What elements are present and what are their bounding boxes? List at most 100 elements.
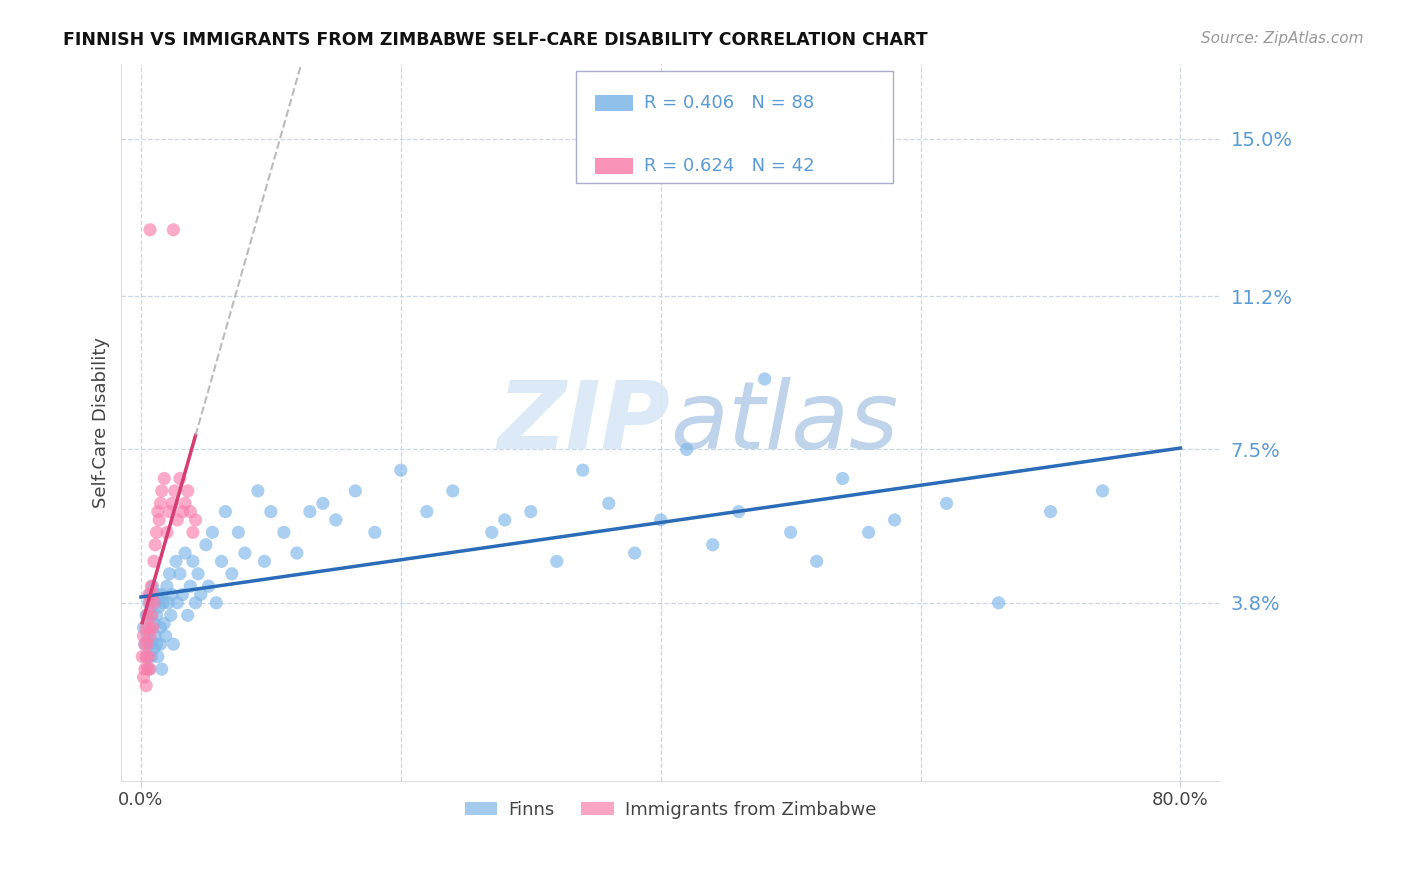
Point	[935, 496, 957, 510]
Point	[177, 483, 200, 498]
Point	[146, 587, 169, 601]
Point	[162, 637, 184, 651]
Point	[754, 372, 776, 386]
Point	[389, 463, 412, 477]
Point	[598, 496, 620, 510]
Point	[157, 596, 180, 610]
Point	[135, 608, 157, 623]
Point	[253, 554, 276, 568]
Point	[139, 662, 162, 676]
Point	[145, 637, 167, 651]
Point	[181, 554, 204, 568]
Point	[160, 587, 183, 601]
Point	[174, 496, 197, 510]
Point	[187, 566, 209, 581]
Point	[494, 513, 516, 527]
Point	[132, 629, 155, 643]
Point	[1039, 505, 1062, 519]
Point	[136, 629, 159, 643]
Point	[179, 579, 201, 593]
Point	[149, 496, 172, 510]
Point	[273, 525, 295, 540]
Point	[141, 649, 163, 664]
Point	[883, 513, 905, 527]
Point	[344, 483, 367, 498]
Point	[138, 662, 160, 676]
Point	[142, 616, 165, 631]
Point	[211, 554, 233, 568]
Point	[169, 471, 191, 485]
Point	[156, 579, 179, 593]
Point	[312, 496, 335, 510]
Point	[571, 463, 593, 477]
Point	[149, 621, 172, 635]
Point	[987, 596, 1010, 610]
Point	[141, 579, 163, 593]
Text: ZIP: ZIP	[498, 376, 671, 468]
Point	[155, 629, 177, 643]
Point	[165, 554, 187, 568]
Point	[201, 525, 224, 540]
Point	[136, 637, 159, 651]
Point	[138, 649, 160, 664]
Point	[153, 616, 176, 631]
Point	[172, 587, 194, 601]
Point	[134, 637, 156, 651]
Point	[138, 621, 160, 635]
Point	[139, 223, 162, 237]
Point	[146, 649, 169, 664]
Point	[831, 471, 853, 485]
Point	[174, 546, 197, 560]
Point	[1091, 483, 1114, 498]
Point	[194, 538, 217, 552]
Point	[260, 505, 283, 519]
Point	[163, 483, 186, 498]
Point	[136, 662, 159, 676]
Point	[142, 587, 165, 601]
Point	[153, 471, 176, 485]
Point	[149, 637, 172, 651]
Point	[546, 554, 568, 568]
Point	[136, 649, 159, 664]
Point	[139, 596, 162, 610]
Point	[520, 505, 543, 519]
Text: Source: ZipAtlas.com: Source: ZipAtlas.com	[1201, 31, 1364, 46]
Point	[135, 679, 157, 693]
Point	[285, 546, 308, 560]
Point	[135, 621, 157, 635]
Point	[141, 608, 163, 623]
Y-axis label: Self-Care Disability: Self-Care Disability	[93, 337, 110, 508]
Legend: Finns, Immigrants from Zimbabwe: Finns, Immigrants from Zimbabwe	[457, 793, 883, 826]
Point	[184, 596, 207, 610]
Point	[131, 649, 153, 664]
Point	[623, 546, 645, 560]
Point	[325, 513, 347, 527]
Point	[184, 513, 207, 527]
Point	[142, 621, 165, 635]
Point	[134, 637, 156, 651]
Point	[139, 587, 162, 601]
Point	[139, 629, 162, 643]
Point	[650, 513, 672, 527]
Point	[675, 442, 697, 457]
Point	[139, 637, 162, 651]
Point	[150, 483, 173, 498]
Point	[172, 505, 194, 519]
Text: R = 0.624   N = 42: R = 0.624 N = 42	[644, 157, 814, 175]
Point	[136, 608, 159, 623]
Point	[132, 670, 155, 684]
Text: atlas: atlas	[671, 377, 898, 468]
Point	[481, 525, 503, 540]
Point	[152, 596, 174, 610]
Text: R = 0.406   N = 88: R = 0.406 N = 88	[644, 94, 814, 112]
Point	[142, 554, 165, 568]
Point	[779, 525, 801, 540]
Point	[416, 505, 439, 519]
Point	[159, 505, 181, 519]
Point	[298, 505, 321, 519]
Point	[138, 596, 160, 610]
Point	[143, 538, 166, 552]
Point	[156, 525, 179, 540]
Point	[132, 621, 155, 635]
Point	[150, 587, 173, 601]
